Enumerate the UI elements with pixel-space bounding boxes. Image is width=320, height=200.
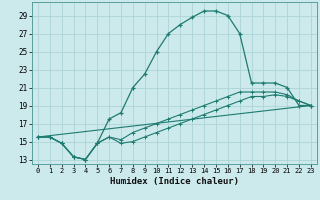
X-axis label: Humidex (Indice chaleur): Humidex (Indice chaleur): [110, 177, 239, 186]
